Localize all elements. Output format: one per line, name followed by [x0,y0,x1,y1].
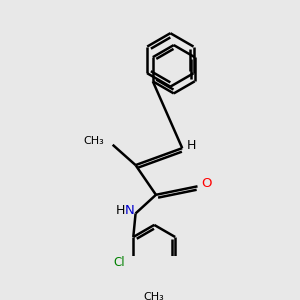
Text: CH₃: CH₃ [83,136,104,146]
Text: H: H [116,204,125,217]
Text: N: N [125,204,135,217]
Text: CH₃: CH₃ [144,292,165,300]
Text: H: H [187,139,196,152]
Text: O: O [201,177,212,190]
Text: Cl: Cl [113,256,125,269]
